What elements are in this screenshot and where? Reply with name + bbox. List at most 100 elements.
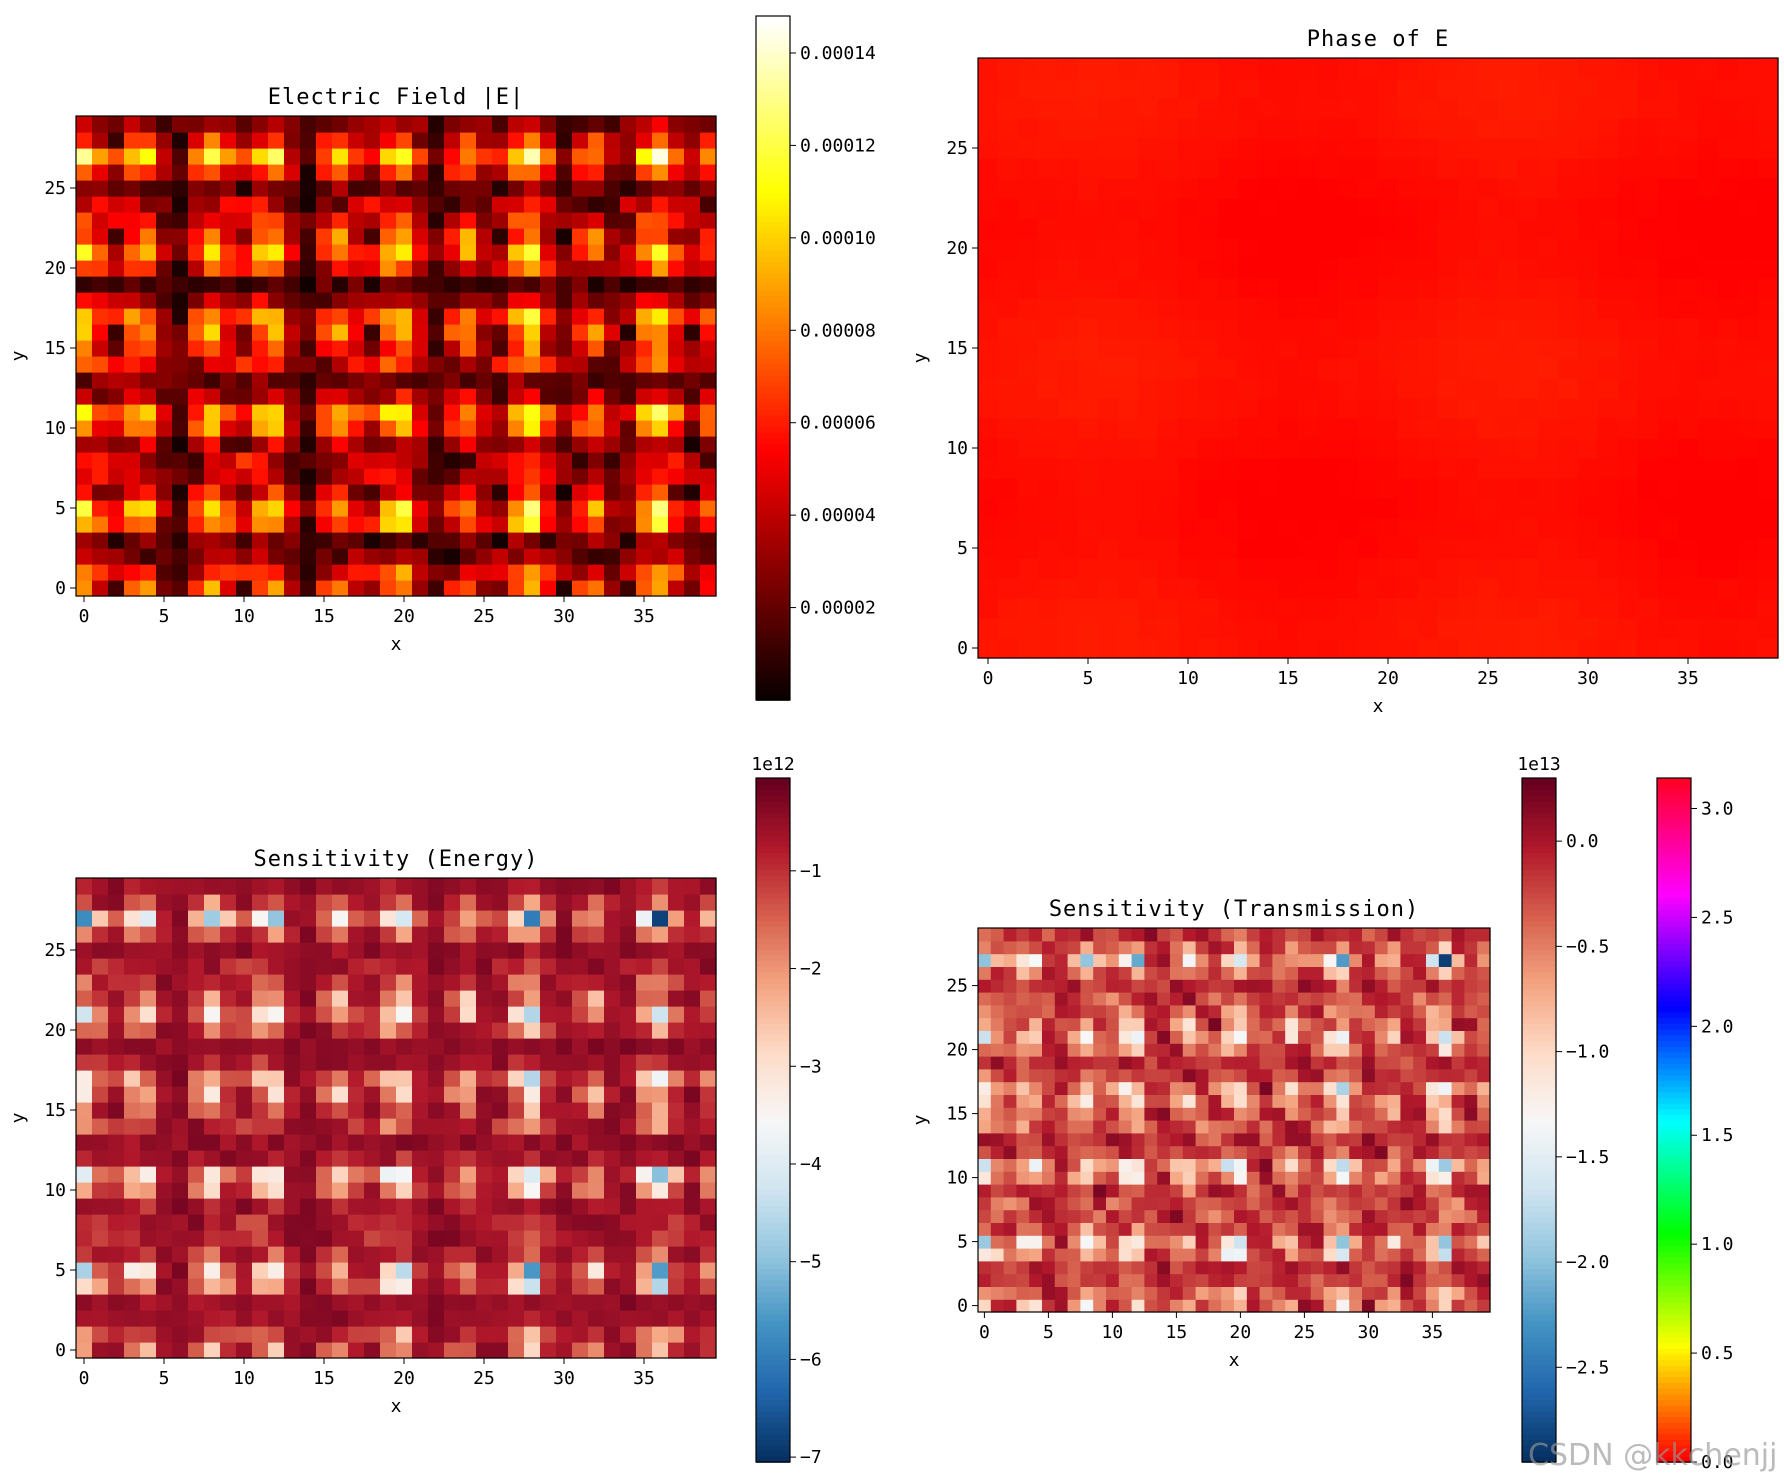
heatmap-cell — [1400, 1196, 1414, 1211]
heatmap-cell — [76, 878, 93, 895]
heatmap-cell — [444, 484, 461, 501]
colorbar-segment — [756, 38, 790, 46]
heatmap-cell — [332, 1294, 349, 1311]
heatmap-cell — [428, 164, 445, 181]
heatmap-cell — [1400, 1209, 1414, 1223]
heatmap-cell — [412, 468, 429, 485]
heatmap-cell — [1400, 1273, 1414, 1287]
heatmap-cell — [1698, 278, 1719, 299]
heatmap-cell — [188, 548, 205, 565]
colorbar-segment — [756, 295, 790, 302]
heatmap-cell — [1106, 1209, 1120, 1223]
heatmap-cell — [156, 1070, 173, 1087]
heatmap-cell — [588, 148, 605, 165]
heatmap-cell — [1157, 1056, 1171, 1070]
heatmap-cell — [92, 452, 109, 469]
heatmap-cell — [476, 340, 493, 357]
heatmap-cell — [540, 1134, 557, 1151]
heatmap-cell — [172, 132, 189, 149]
colorbar-segment — [756, 1040, 790, 1047]
heatmap-cells — [978, 58, 1779, 659]
heatmap-cell — [1338, 298, 1359, 319]
heatmap-cell — [1258, 278, 1279, 299]
heatmap-cell — [1258, 518, 1279, 539]
heatmap-cell — [1678, 158, 1699, 179]
heatmap-cell — [492, 1150, 509, 1167]
heatmap-cell — [636, 516, 653, 533]
colorbar-segment — [756, 1165, 790, 1173]
heatmap-cell — [1498, 498, 1519, 519]
heatmap-cell — [140, 388, 157, 405]
colorbar-segment — [1657, 869, 1691, 876]
heatmap-cell — [92, 1022, 109, 1039]
heatmap-cell — [1638, 578, 1659, 599]
heatmap-cell — [92, 388, 109, 405]
heatmap-cell — [1398, 418, 1419, 439]
heatmap-cell — [444, 180, 461, 197]
heatmap-cell — [540, 1310, 557, 1327]
heatmap-cell — [1098, 398, 1119, 419]
heatmap-cell — [556, 910, 573, 927]
heatmap-cell — [1418, 158, 1439, 179]
heatmap-cell — [1138, 238, 1159, 259]
heatmap-cell — [492, 1214, 509, 1231]
heatmap-cell — [1170, 1145, 1184, 1159]
colorbar-segment — [756, 812, 790, 819]
heatmap-cell — [268, 1198, 285, 1215]
heatmap-cell — [348, 926, 365, 943]
heatmap-cell — [1098, 558, 1119, 579]
y-axis-label: y — [8, 1112, 29, 1123]
heatmap-cell — [412, 500, 429, 517]
heatmap-cell — [1323, 1094, 1337, 1108]
heatmap-cell — [220, 548, 237, 565]
colorbar-segment — [756, 903, 790, 910]
heatmap-cell — [1138, 118, 1159, 139]
colorbar-segment — [756, 147, 790, 154]
heatmap-cell — [1538, 498, 1559, 519]
heatmap-cell — [1400, 1235, 1414, 1249]
heatmap-cell — [572, 1118, 589, 1135]
heatmap-cell — [156, 1278, 173, 1295]
heatmap-cell — [348, 532, 365, 549]
heatmap-cell — [1018, 118, 1039, 139]
y-tick-label: 5 — [55, 1260, 66, 1281]
heatmap-cell — [108, 1294, 125, 1311]
heatmap-cell — [1698, 638, 1719, 659]
heatmap-cell — [1398, 218, 1419, 239]
heatmap-cell — [1400, 1030, 1414, 1044]
heatmap-cell — [252, 388, 269, 405]
heatmap-cell — [1374, 1043, 1389, 1057]
heatmap-cell — [268, 388, 285, 405]
heatmap-cell — [1038, 238, 1059, 259]
heatmap-cell — [1067, 1248, 1081, 1262]
heatmap-cell — [652, 420, 669, 437]
heatmap-cell — [1078, 78, 1099, 99]
heatmap-cell — [524, 580, 541, 597]
colorbar-tick-label: 3.0 — [1701, 798, 1734, 819]
heatmap-cell — [1118, 98, 1139, 119]
heatmap-cell — [380, 1230, 397, 1247]
heatmap-cell — [978, 1196, 992, 1211]
heatmap-cell — [1678, 418, 1699, 439]
heatmap-cell — [668, 1326, 685, 1343]
heatmap-cell — [1198, 598, 1219, 619]
heatmap-cell — [700, 1342, 717, 1359]
heatmap-cell — [1418, 358, 1439, 379]
heatmap-cell — [476, 1294, 493, 1311]
heatmap-cell — [1258, 258, 1279, 279]
heatmap-cell — [236, 958, 253, 975]
heatmap-cell — [604, 926, 621, 943]
heatmap-cell — [1158, 258, 1179, 279]
heatmap-cell — [508, 484, 525, 501]
heatmap-cell — [1278, 178, 1299, 199]
heatmap-cell — [1106, 1260, 1120, 1275]
heatmap-cell — [1558, 358, 1579, 379]
heatmap-cell — [1272, 1056, 1286, 1070]
heatmap-cell — [1538, 598, 1559, 619]
heatmap-cell — [236, 1102, 253, 1119]
heatmap-cell — [300, 1294, 317, 1311]
heatmap-cell — [1221, 1145, 1235, 1159]
heatmap-cell — [92, 564, 109, 581]
heatmap-cell — [1558, 398, 1579, 419]
heatmap-cell — [412, 1054, 429, 1071]
